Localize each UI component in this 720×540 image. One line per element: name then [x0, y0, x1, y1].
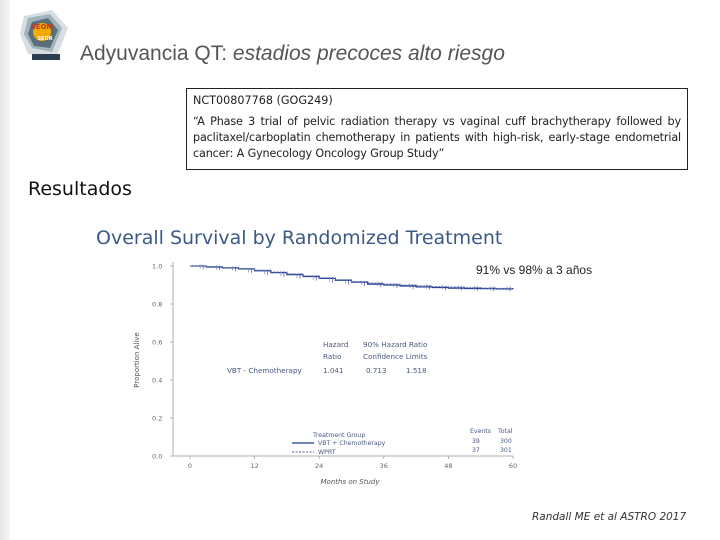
- y-tick-4: 0.8: [152, 301, 162, 309]
- hazard-header-col1-line2: Ratio: [323, 352, 341, 361]
- x-tick-3: 36: [380, 462, 388, 470]
- x-tick-5: 60: [509, 462, 517, 470]
- legend-title: Treatment Group: [312, 432, 365, 439]
- survival-chart: 0.0 0.2 0.4 0.6 0.8 1.0 0 12 24 36 48 60 Months on…: [133, 262, 592, 486]
- legend-total-vbt: 300: [500, 438, 512, 445]
- slide-title-plain: Adyuvancia QT:: [80, 42, 233, 65]
- chart-title: Overall Survival by Randomized Treatment: [96, 227, 503, 249]
- legend-events-vbt: 39: [472, 438, 480, 445]
- y-tick-labels: 0.0 0.2 0.4 0.6 0.8 1.0: [152, 263, 173, 461]
- seom-seor-logo: SEOM SEOR: [20, 10, 68, 60]
- x-tick-2: 24: [315, 462, 323, 470]
- hazard-header-col1-line1: Hazard: [323, 340, 348, 349]
- legend-label-vbt: VBT + Chemotherapy: [318, 440, 386, 447]
- y-tick-3: 0.6: [152, 339, 162, 347]
- x-tick-0: 0: [188, 462, 192, 470]
- trial-description: “A Phase 3 trial of pelvic radiation the…: [193, 115, 681, 160]
- x-tick-labels: 0 12 24 36 48 60: [188, 456, 517, 470]
- citation: Randall ME et al ASTRO 2017: [532, 511, 687, 523]
- ci-low-value: 0.713: [366, 366, 387, 375]
- y-tick-2: 0.4: [152, 377, 162, 385]
- svg-text:SEOM: SEOM: [31, 23, 54, 31]
- x-axis-label: Months on Study: [321, 478, 381, 486]
- chart-annotation: 91% vs 98% a 3 años: [476, 263, 592, 277]
- slide-title: Adyuvancia QT: estadios precoces alto ri…: [80, 42, 505, 66]
- y-axis-label: Proportion Alive: [133, 332, 141, 387]
- hazard-header-col2-line1: 90% Hazard Ratio: [363, 340, 427, 349]
- trial-reference-box: NCT00807768 (GOG249) “A Phase 3 trial of…: [186, 88, 688, 170]
- legend-label-wprt: WPRT: [318, 449, 336, 456]
- series-layer: [190, 264, 514, 292]
- legend-events-header: Events: [470, 428, 491, 435]
- svg-text:SEOR: SEOR: [37, 36, 52, 42]
- x-tick-1: 12: [250, 462, 258, 470]
- y-tick-0: 0.0: [152, 453, 162, 461]
- chart-legend: Treatment Group Events Total VBT + Chemo…: [292, 428, 513, 456]
- hazard-ratio-value: 1.041: [323, 366, 344, 375]
- legend-total-wprt: 301: [500, 447, 512, 454]
- legend-total-header: Total: [497, 428, 513, 435]
- section-label: Resultados: [28, 178, 132, 200]
- hazard-header-col2-line2: Confidence Limits: [363, 352, 428, 361]
- y-tick-5: 1.0: [152, 263, 162, 271]
- y-tick-1: 0.2: [152, 415, 162, 423]
- series-line-1: [190, 265, 514, 289]
- ci-high-value: 1.518: [406, 366, 427, 375]
- hazard-row-label: VBT - Chemotherapy: [227, 366, 303, 375]
- left-decorative-strip: [0, 0, 10, 540]
- x-tick-4: 48: [444, 462, 452, 470]
- trial-id: NCT00807768 (GOG249): [193, 94, 333, 107]
- slide-title-italic: estadios precoces alto riesgo: [232, 42, 505, 65]
- legend-events-wprt: 37: [472, 447, 480, 454]
- series-line-0: [190, 265, 514, 290]
- hazard-table: Hazard Ratio 90% Hazard Ratio Confidence…: [227, 340, 428, 375]
